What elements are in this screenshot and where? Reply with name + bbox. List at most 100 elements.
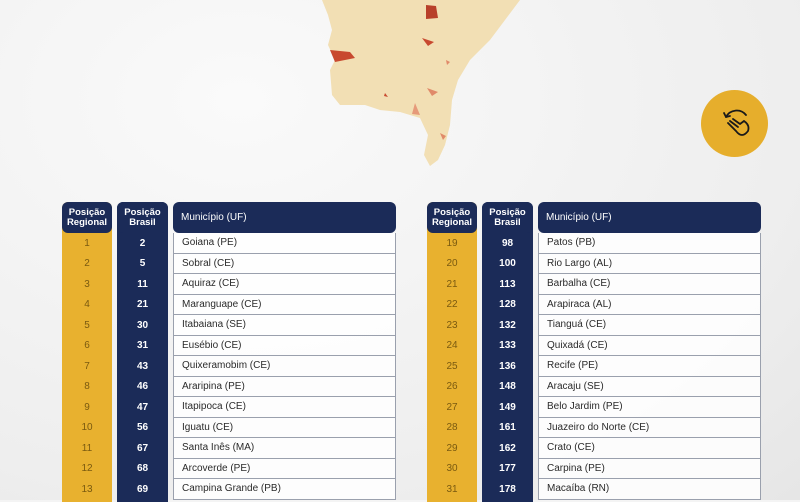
cell-brasil: 113 xyxy=(499,278,516,290)
cell-brasil: 149 xyxy=(499,401,516,413)
cell-municipio: Barbalha (CE) xyxy=(538,274,761,295)
cell-municipio: Araripina (PE) xyxy=(173,376,396,397)
header-text: Posição xyxy=(68,206,106,218)
cell-regional: 28 xyxy=(446,422,458,434)
cell-brasil: 161 xyxy=(499,422,516,434)
cell-brasil: 69 xyxy=(136,483,149,495)
cell-regional: 8 xyxy=(84,381,90,393)
cell-brasil: 56 xyxy=(136,422,149,434)
cell-brasil: 133 xyxy=(499,340,516,352)
cell-municipio: Sobral (CE) xyxy=(173,253,396,274)
cell-regional: 20 xyxy=(446,258,458,270)
cell-regional: 24 xyxy=(446,340,458,352)
map-region xyxy=(322,0,520,166)
cell-municipio: Iguatu (CE) xyxy=(173,417,396,438)
cell-municipio: Recife (PE) xyxy=(538,356,761,377)
header-regional: Posição Regional xyxy=(427,202,477,233)
cell-municipio: Tianguá (CE) xyxy=(538,315,761,336)
cell-municipio: Santa Inês (MA) xyxy=(173,438,396,459)
cell-regional: 29 xyxy=(446,442,458,454)
cell-municipio: Carpina (PE) xyxy=(538,458,761,479)
cell-regional: 2 xyxy=(84,258,90,270)
cell-regional: 1 xyxy=(84,237,90,249)
column-regional: Posição Regional 19 20 21 22 23 24 25 26 27 28 29 30 3… xyxy=(427,202,477,502)
cell-brasil: 67 xyxy=(136,442,149,454)
cell-brasil: 98 xyxy=(501,237,514,249)
cell-municipio: Patos (PB) xyxy=(538,233,761,254)
cell-regional: 5 xyxy=(84,319,90,331)
map-highlight xyxy=(427,88,438,96)
header-text: Posição xyxy=(433,206,471,218)
header-text: Brasil xyxy=(494,216,521,228)
cell-municipio: Rio Largo (AL) xyxy=(538,253,761,274)
map-highlight xyxy=(412,103,420,115)
cell-brasil: 47 xyxy=(136,401,149,413)
cell-brasil: 100 xyxy=(499,258,516,270)
cell-brasil: 2 xyxy=(139,237,146,249)
cell-municipio: Eusébio (CE) xyxy=(173,335,396,356)
header-brasil: Posição Brasil xyxy=(117,202,168,233)
cell-brasil: 162 xyxy=(499,442,516,454)
cell-regional: 25 xyxy=(446,360,458,372)
cell-municipio: Arcoverde (PE) xyxy=(173,458,396,479)
header-text: Posição xyxy=(489,206,526,218)
cell-municipio: Aquiraz (CE) xyxy=(173,274,396,295)
cell-brasil: 11 xyxy=(137,278,148,290)
cell-municipio: Macaíba (RN) xyxy=(538,479,761,500)
map-highlight xyxy=(440,133,446,140)
cell-brasil: 178 xyxy=(499,483,516,495)
cell-municipio: Maranguape (CE) xyxy=(173,294,396,315)
cell-regional: 12 xyxy=(81,463,93,475)
cell-brasil: 136 xyxy=(499,360,516,372)
cell-regional: 6 xyxy=(84,340,90,352)
map-highlight xyxy=(426,5,438,19)
cell-regional: 31 xyxy=(446,483,458,495)
cell-brasil: 68 xyxy=(136,463,149,475)
cell-regional: 22 xyxy=(446,299,458,311)
cell-municipio: Quixadá (CE) xyxy=(538,335,761,356)
cell-regional: 21 xyxy=(446,278,458,290)
column-municipio: Município (UF) Goiana (PE) Sobral (CE) Aqui… xyxy=(173,202,396,502)
cell-brasil: 31 xyxy=(136,340,149,352)
cell-regional: 10 xyxy=(81,422,93,434)
cell-municipio: Quixeramobim (CE) xyxy=(173,356,396,377)
column-brasil: Posição Brasil 2 5 11 21 30 31 43 46 47 56 67 68 69 xyxy=(117,202,168,502)
cell-municipio: Goiana (PE) xyxy=(173,233,396,254)
cell-municipio: Arapiraca (AL) xyxy=(538,294,761,315)
cell-regional: 26 xyxy=(446,381,458,393)
rotate-device-button[interactable] xyxy=(701,90,768,157)
header-municipio: Município (UF) xyxy=(173,202,396,233)
cell-municipio: Campina Grande (PB) xyxy=(173,479,396,500)
map-highlight xyxy=(422,38,434,46)
cell-regional: 30 xyxy=(446,463,458,475)
cell-brasil: 177 xyxy=(499,463,516,475)
cell-regional: 3 xyxy=(84,278,90,290)
map-highlight xyxy=(446,60,450,65)
header-regional: Posição Regional xyxy=(62,202,112,233)
cell-brasil: 128 xyxy=(499,299,516,311)
header-text: Regional xyxy=(66,216,108,228)
cell-regional: 7 xyxy=(84,360,90,372)
column-municipio: Município (UF) Patos (PB) Rio Largo (AL) Ba… xyxy=(538,202,761,502)
header-text: Brasil xyxy=(129,216,156,228)
northeast-brazil-map[interactable] xyxy=(0,0,800,180)
cell-brasil: 132 xyxy=(499,319,516,331)
cell-brasil: 5 xyxy=(139,258,146,270)
header-municipio: Município (UF) xyxy=(538,202,761,233)
cell-municipio: Aracaju (SE) xyxy=(538,376,761,397)
column-brasil: Posição Brasil 98 100 113 128 132 133 136 148 149 1… xyxy=(482,202,533,502)
cell-brasil: 46 xyxy=(136,381,149,393)
cell-municipio: Belo Jardim (PE) xyxy=(538,397,761,418)
map-highlight xyxy=(330,50,355,62)
column-regional: Posição Regional 1 2 3 4 5 6 7 8 9 10 11 12 13 xyxy=(62,202,112,502)
cell-regional: 19 xyxy=(446,237,458,249)
cell-brasil: 21 xyxy=(136,299,149,311)
cell-regional: 4 xyxy=(84,299,90,311)
map-highlight xyxy=(384,93,388,97)
cell-brasil: 148 xyxy=(499,381,516,393)
hand-rotate-icon xyxy=(722,109,749,136)
cell-municipio: Itapipoca (CE) xyxy=(173,397,396,418)
header-text: Regional xyxy=(431,216,473,228)
cell-regional: 23 xyxy=(446,319,458,331)
cell-regional: 27 xyxy=(446,401,458,413)
